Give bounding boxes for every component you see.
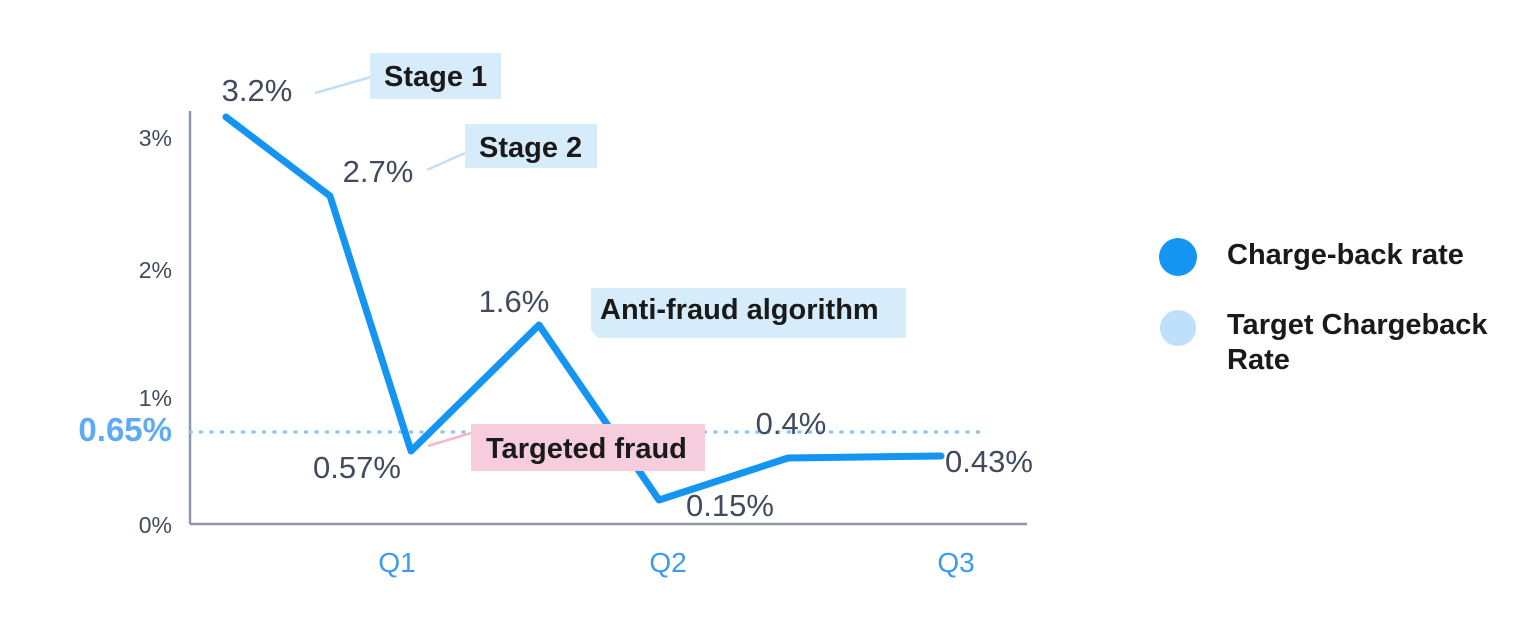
svg-text:Q1: Q1 [378, 547, 415, 578]
svg-text:Charge-back rate: Charge-back rate [1227, 239, 1464, 271]
svg-text:Q2: Q2 [649, 547, 686, 578]
svg-text:Stage 1: Stage 1 [384, 61, 487, 93]
svg-text:3%: 3% [139, 125, 172, 151]
svg-text:Rate: Rate [1227, 344, 1290, 376]
svg-text:0.65%: 0.65% [78, 411, 172, 448]
svg-text:2%: 2% [139, 257, 172, 283]
svg-text:1%: 1% [139, 385, 172, 411]
svg-text:3.2%: 3.2% [222, 73, 293, 108]
svg-text:Anti-fraud algorithm: Anti-fraud algorithm [600, 294, 879, 326]
svg-text:2.7%: 2.7% [343, 154, 414, 189]
svg-text:Target Chargeback: Target Chargeback [1227, 309, 1488, 341]
svg-text:Stage 2: Stage 2 [479, 132, 582, 164]
svg-text:0%: 0% [139, 512, 172, 538]
svg-text:Q3: Q3 [937, 547, 974, 578]
svg-text:Targeted fraud: Targeted fraud [486, 433, 687, 465]
svg-text:0.4%: 0.4% [756, 406, 827, 441]
svg-text:0.43%: 0.43% [945, 444, 1033, 479]
svg-text:0.57%: 0.57% [313, 450, 401, 485]
svg-text:0.15%: 0.15% [686, 488, 774, 523]
svg-text:1.6%: 1.6% [479, 284, 550, 319]
